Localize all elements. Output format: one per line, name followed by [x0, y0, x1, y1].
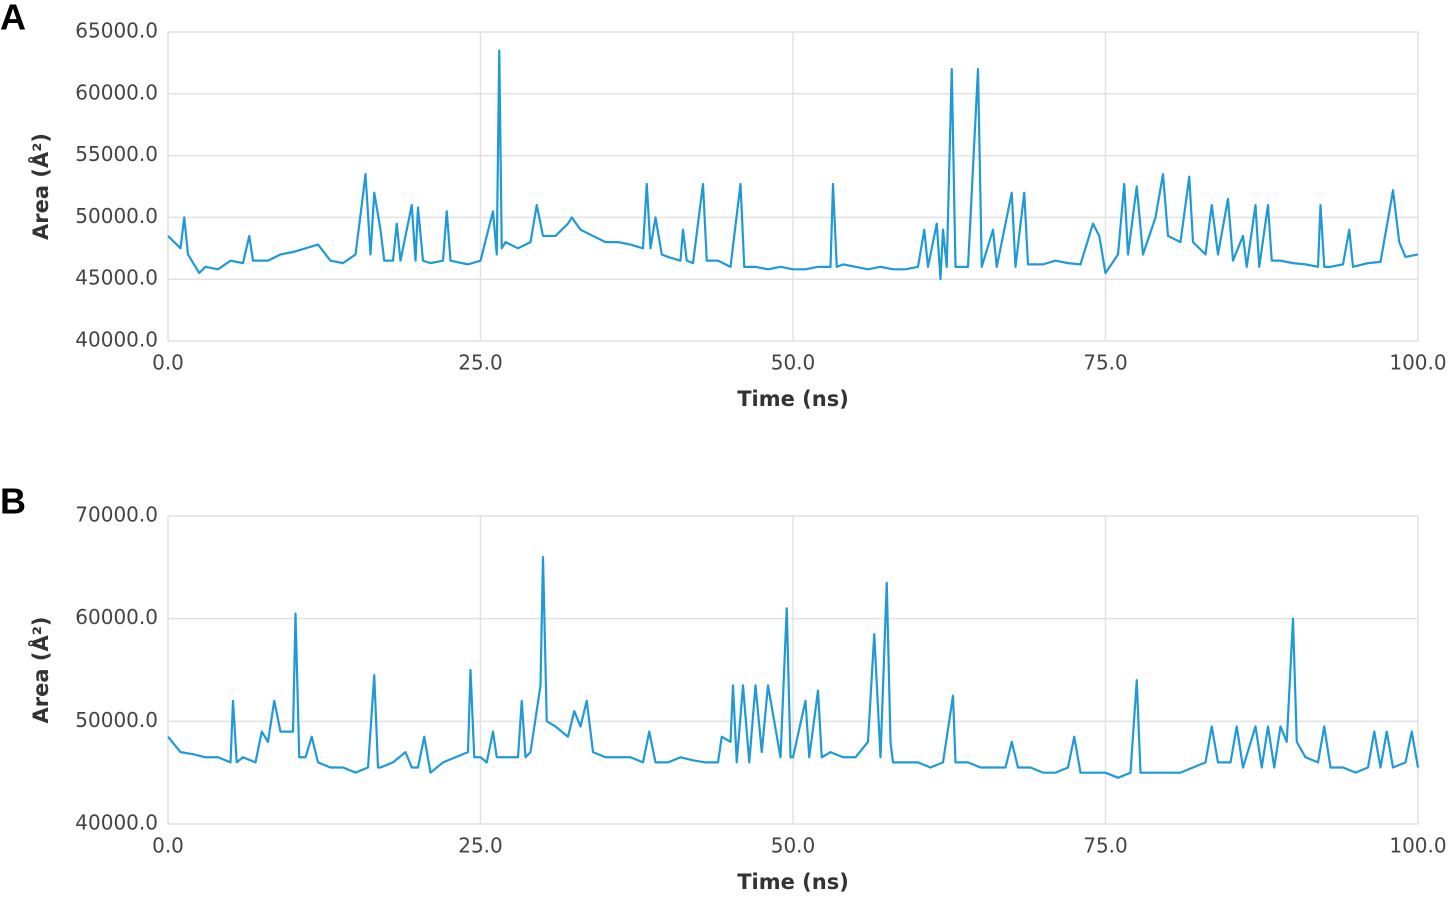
y-tick-label: 45000.0 [75, 266, 158, 290]
y-tick-label: 40000.0 [75, 328, 158, 352]
y-tick-label: 50000.0 [75, 708, 158, 732]
x-tick-label: 100.0 [1389, 351, 1446, 375]
y-tick-label: 60000.0 [75, 80, 158, 104]
data-line [167, 49, 1419, 281]
x-tick-label: 75.0 [1083, 351, 1128, 375]
y-tick-label: 60000.0 [75, 605, 158, 629]
panel-label: B [0, 481, 26, 522]
y-axis-title: Area (Å²) [28, 133, 53, 240]
x-tick-label: 25.0 [458, 834, 503, 858]
x-tick-label: 50.0 [771, 351, 816, 375]
y-tick-label: 50000.0 [75, 204, 158, 228]
x-tick-label: 25.0 [458, 351, 503, 375]
y-tick-label: 70000.0 [75, 503, 158, 527]
x-tick-label: 0.0 [152, 351, 184, 375]
x-tick-label: 50.0 [771, 834, 816, 858]
x-axis-title: Time (ns) [737, 387, 849, 411]
panel-label: A [0, 0, 26, 38]
data-line [167, 555, 1420, 779]
x-axis-title: Time (ns) [737, 870, 849, 894]
y-axis-title: Area (Å²) [28, 617, 53, 724]
y-tick-label: 65000.0 [75, 19, 158, 43]
x-tick-label: 75.0 [1083, 834, 1128, 858]
y-tick-label: 40000.0 [75, 811, 158, 835]
y-tick-label: 55000.0 [75, 142, 158, 166]
x-tick-label: 100.0 [1389, 834, 1446, 858]
x-tick-label: 0.0 [152, 834, 184, 858]
